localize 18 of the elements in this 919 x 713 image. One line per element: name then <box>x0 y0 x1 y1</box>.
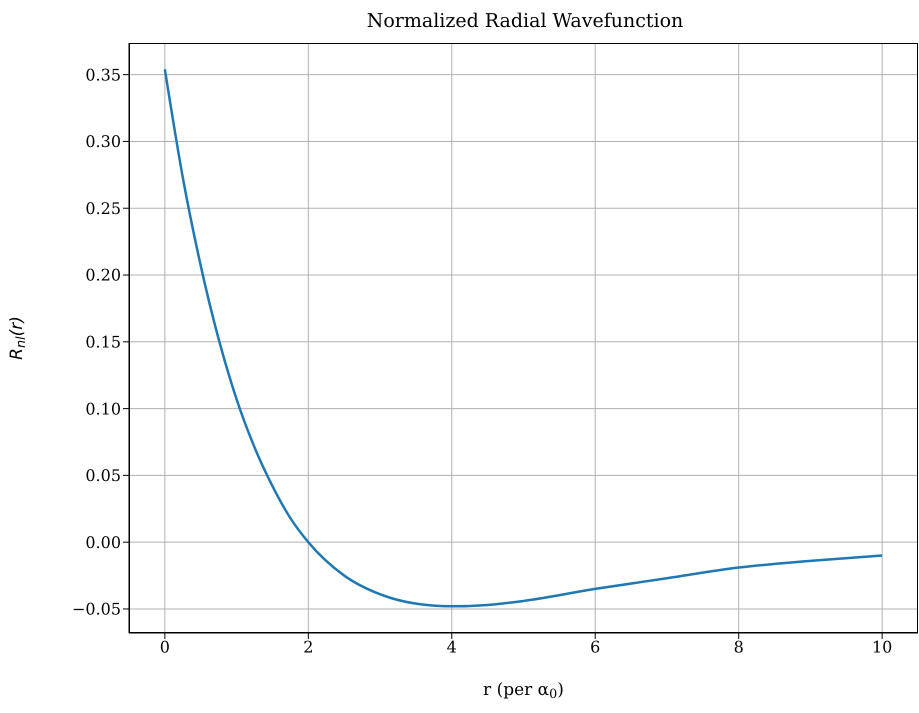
line-series <box>164 68 884 608</box>
y-tick-label: 0.20 <box>85 266 121 285</box>
chart-title: Normalized Radial Wavefunction <box>366 10 684 32</box>
x-axis-title: r (per α$_{0}$) <box>483 680 564 702</box>
x-tick-label: 8 <box>734 637 744 656</box>
y-tick-label: 0.10 <box>85 399 121 418</box>
x-tick-label: 2 <box>303 637 314 656</box>
y-tick-label: 0.30 <box>85 132 121 152</box>
x-tick-label: 0 <box>160 637 170 656</box>
y-tick-label: 0.15 <box>85 332 121 352</box>
y-tick-label: 0.35 <box>85 65 121 84</box>
y-tick-label: 0.05 <box>85 466 121 486</box>
y-tick-label: 0.00 <box>85 532 121 552</box>
x-tick-label: 6 <box>590 637 600 656</box>
x-tick-label: 4 <box>446 637 457 656</box>
y-tick-label: −0.05 <box>72 600 121 619</box>
y-tick-label: 0.25 <box>85 198 121 218</box>
x-tick-label: 10 <box>872 637 892 656</box>
